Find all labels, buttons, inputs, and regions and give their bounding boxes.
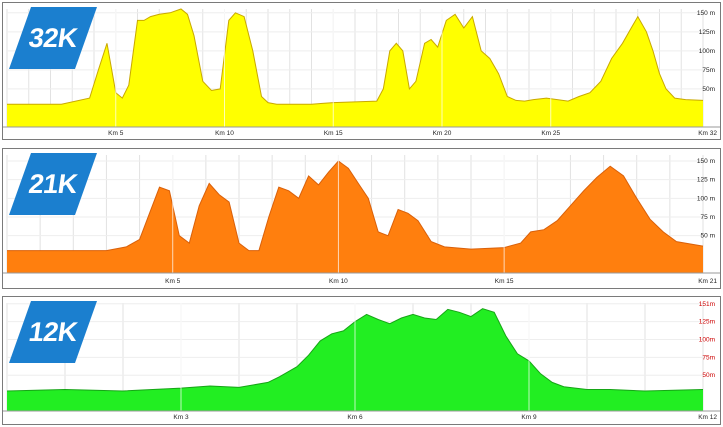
x-tick-label: Km 6 — [347, 414, 363, 421]
chart-panel-32k: Km 5 Km 10 Km 15 Km 20 Km 25 Km 32 50m 75m 100m 1… — [2, 2, 721, 140]
x-tick-label: Km 25 — [541, 130, 560, 137]
y-tick-label: 50 m — [701, 233, 715, 240]
elevation-chart-32k: Km 5 Km 10 Km 15 Km 20 Km 25 Km 32 50m 75m 100m 1… — [3, 8, 720, 137]
y-tick-label: 100 m — [697, 195, 715, 202]
badge-label: 21K — [26, 169, 80, 199]
y-tick-label: 50m — [702, 372, 715, 379]
x-tick-label: Km 5 — [108, 130, 124, 137]
y-tick-label: 150 m — [697, 158, 715, 165]
elevation-line — [7, 8, 704, 105]
x-tick-label: Km 5 — [165, 278, 181, 285]
y-tick-label: 75m — [702, 67, 715, 74]
chart-panel-21k: Km 5 Km 10 Km 15 Km 21 50 m 75 m 100 m 125 m 150… — [2, 148, 721, 289]
x-tick-label: Km 10 — [329, 278, 348, 285]
badge-label: 32K — [26, 23, 80, 53]
distance-badge: 21K — [9, 153, 97, 215]
x-tick-label: Km 9 — [521, 414, 537, 421]
elevation-chart-21k: Km 5 Km 10 Km 15 Km 21 50 m 75 m 100 m 125 m 150… — [3, 155, 720, 285]
y-tick-label: 75 m — [701, 214, 715, 221]
badge-shape — [9, 7, 97, 69]
y-tick-label: 75m — [702, 354, 715, 361]
elevation-area — [7, 161, 703, 273]
x-tick-label: Km 3 — [173, 414, 189, 421]
distance-badge: 32K — [9, 7, 97, 69]
elevation-chart-12k: Km 3 Km 6 Km 9 Km 12 50m 75m 100m 125m 151m — [3, 301, 720, 421]
elevation-line — [7, 160, 704, 252]
y-tick-label: 125 m — [697, 177, 715, 184]
x-tick-label: Km 10 — [215, 130, 234, 137]
y-tick-label: 50m — [702, 86, 715, 93]
y-tick-label: 125m — [699, 319, 715, 326]
y-tick-label: 125m — [699, 29, 715, 36]
y-tick-label: 100m — [699, 336, 715, 343]
x-tick-label: Km 20 — [433, 130, 452, 137]
x-tick-label: Km 15 — [324, 130, 343, 137]
y-tick-label: 151m — [699, 301, 715, 308]
elevation-area — [7, 9, 703, 127]
y-tick-label: 100m — [699, 48, 715, 55]
y-tick-label: 150 m — [697, 10, 715, 17]
x-tick-label: Km 15 — [495, 278, 514, 285]
x-tick-label: Km 21 — [698, 278, 717, 285]
elevation-line — [6, 308, 704, 392]
chart-panel-12k: Km 3 Km 6 Km 9 Km 12 50m 75m 100m 125m 151m 12K — [2, 296, 721, 425]
x-tick-label: Km 12 — [698, 414, 717, 421]
x-tick-label: Km 32 — [698, 130, 717, 137]
badge-shape — [9, 301, 97, 363]
badge-shape — [9, 153, 97, 215]
badge-label: 12K — [26, 317, 80, 347]
distance-badge: 12K — [9, 301, 97, 363]
